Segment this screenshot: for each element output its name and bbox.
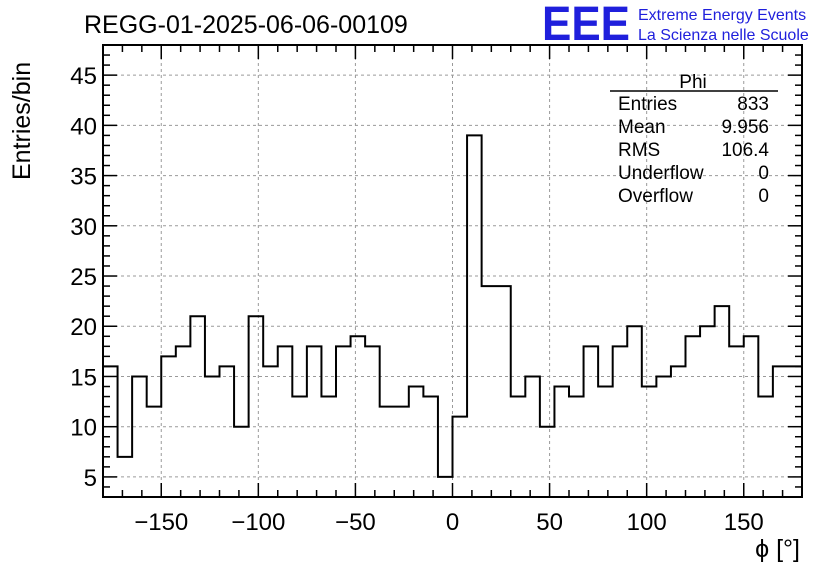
y-tick-label: 40 [70, 113, 97, 140]
x-tick-label: 50 [536, 509, 563, 536]
y-tick-label: 35 [70, 164, 97, 191]
eee-logo-mark: EEE [542, 0, 630, 51]
histogram-bins [103, 134, 802, 478]
y-tick-label: 15 [70, 364, 97, 391]
stats-underflow-value: 0 [758, 163, 769, 184]
y-tick-label: 10 [70, 415, 97, 442]
x-tick-label: −150 [134, 509, 188, 536]
stats-mean-label: Mean [618, 117, 666, 138]
stats-box: Phi Entries 833 Mean 9.956 RMS 106.4 Und… [610, 72, 778, 207]
y-tick-label: 20 [70, 314, 97, 341]
x-tick-label: 0 [446, 509, 459, 536]
eee-logo: EEE Extreme Energy Events La Scienza nel… [542, 0, 809, 51]
x-tick-label: −50 [335, 509, 376, 536]
x-tick-label: −100 [231, 509, 285, 536]
chart-title: REGG-01-2025-06-06-00109 [84, 11, 408, 39]
histogram-outline [103, 134, 802, 478]
stats-overflow-label: Overflow [618, 186, 693, 207]
y-axis-label: Entries/bin [8, 62, 36, 180]
x-tick-label: 100 [627, 509, 667, 536]
stats-title: Phi [679, 72, 706, 93]
x-axis-label: ϕ [°] [755, 535, 800, 563]
stats-rms-label: RMS [618, 140, 660, 161]
x-axis-ticks: −150 −100 −50 0 50 100 150 [121, 45, 784, 536]
x-tick-label: 150 [724, 509, 764, 536]
eee-logo-line1: Extreme Energy Events [638, 7, 806, 24]
stats-entries-value: 833 [737, 94, 769, 115]
stats-underflow-label: Underflow [618, 163, 704, 184]
y-tick-label: 5 [84, 465, 97, 492]
eee-logo-line2: La Scienza nelle Scuole [638, 27, 809, 44]
y-tick-label: 30 [70, 214, 97, 241]
stats-mean-value: 9.956 [721, 117, 769, 138]
y-tick-label: 45 [70, 63, 97, 90]
stats-entries-label: Entries [618, 94, 677, 115]
stats-overflow-value: 0 [758, 186, 769, 207]
y-axis-ticks: 5 10 15 20 25 30 35 40 45 [70, 54, 802, 492]
y-tick-label: 25 [70, 264, 97, 291]
stats-rms-value: 106.4 [721, 140, 769, 161]
